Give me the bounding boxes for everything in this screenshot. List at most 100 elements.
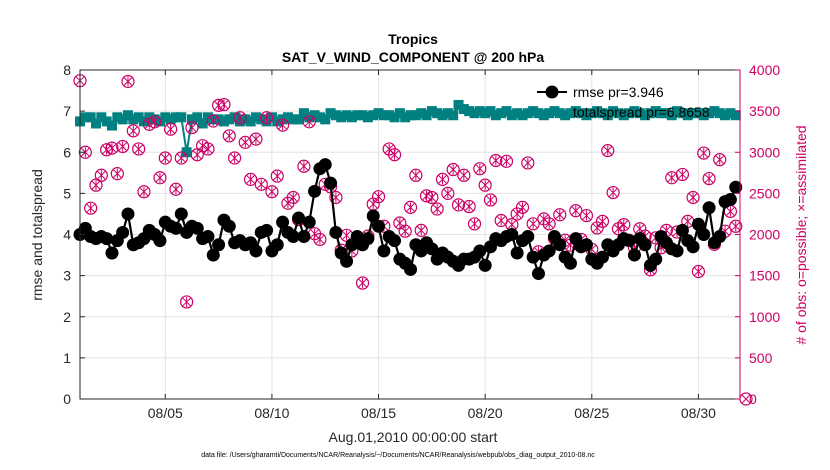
- y-right-tick-label: 500: [749, 350, 773, 366]
- totalspread-point: [656, 108, 667, 119]
- totalspread-point: [533, 108, 544, 119]
- rmse-point: [713, 230, 727, 244]
- obs-possible-marker: [478, 178, 492, 192]
- rmse-point: [174, 207, 188, 221]
- obs-point: [201, 142, 215, 156]
- totalspread-point: [144, 112, 155, 123]
- rmse-point: [638, 238, 652, 252]
- obs-assimilated-marker: [80, 147, 90, 158]
- obs-assimilated-marker: [315, 234, 325, 245]
- x-tick-label: 08/25: [574, 405, 609, 421]
- obs-point: [110, 167, 124, 181]
- rmse-point: [649, 252, 663, 266]
- obs-assimilated-marker: [166, 124, 175, 135]
- obs-possible-marker: [702, 171, 716, 186]
- obs-assimilated-marker: [731, 221, 741, 232]
- obs-assimilated-marker: [182, 296, 191, 307]
- chart-subtitle: SAT_V_WIND_COMPONENT @ 200 hPa: [282, 49, 545, 65]
- obs-assimilated-marker: [507, 219, 517, 230]
- obs-point: [116, 139, 130, 154]
- obs-assimilated-marker: [406, 202, 415, 213]
- y-left-tick-label: 1: [63, 350, 71, 366]
- obs-assimilated-marker: [619, 219, 629, 230]
- x-tick-label: 08/20: [468, 405, 503, 421]
- totalspread-point: [224, 114, 235, 125]
- obs-point: [228, 151, 242, 165]
- totalspread-point: [688, 108, 699, 119]
- totalspread-point: [666, 110, 677, 121]
- obs-possible-marker: [569, 204, 583, 218]
- rmse-point: [404, 262, 418, 276]
- obs-point: [489, 153, 503, 168]
- totalspread-point: [485, 106, 496, 117]
- obs-assimilated-marker: [150, 116, 159, 127]
- obs-assimilated-marker: [123, 76, 133, 87]
- obs-assimilated-marker: [416, 225, 426, 236]
- totalspread-point: [341, 110, 352, 121]
- obs-assimilated-marker: [480, 180, 490, 191]
- rmse-point: [361, 232, 375, 246]
- obs-possible-marker: [78, 145, 92, 159]
- obs-point: [313, 232, 327, 247]
- obs-assimilated-marker: [128, 125, 138, 136]
- obs-assimilated-marker: [235, 112, 245, 123]
- obs-point: [606, 185, 620, 200]
- totalspread-point: [714, 108, 725, 119]
- obs-point: [254, 177, 268, 191]
- obs-point: [478, 178, 492, 192]
- totalspread-point: [245, 116, 256, 127]
- obs-assimilated-marker: [187, 122, 197, 133]
- y-left-tick-label: 4: [63, 227, 71, 243]
- totalspread-point: [197, 118, 208, 129]
- obs-point: [132, 142, 146, 156]
- obs-point: [430, 202, 444, 216]
- obs-point: [409, 168, 423, 182]
- rmse-point: [377, 244, 391, 258]
- obs-assimilated-marker: [486, 194, 495, 205]
- rmse-point: [473, 244, 487, 258]
- totalspread-point: [154, 116, 165, 127]
- rmse-point: [526, 250, 540, 264]
- obs-assimilated-marker: [582, 210, 591, 221]
- obs-point: [185, 120, 199, 135]
- totalspread-point: [229, 112, 240, 123]
- obs-possible-marker: [105, 141, 119, 155]
- obs-point: [542, 217, 556, 231]
- y-left-axis-ticks: 0 1 2 3 4 5 6 7 8: [63, 62, 85, 407]
- obs-possible-marker: [94, 168, 108, 182]
- x-axis-label: Aug.01,2010 00:00:00 start: [329, 429, 498, 445]
- totalspread-point: [410, 110, 421, 121]
- obs-assimilated-marker: [256, 179, 266, 190]
- obs-assimilated-marker: [240, 137, 250, 148]
- obs-assimilated-marker: [304, 116, 314, 127]
- obs-possible-marker: [254, 177, 268, 191]
- rmse-point: [366, 209, 380, 223]
- obs-point: [78, 145, 92, 159]
- obs-point: [174, 151, 188, 165]
- obs-point: [467, 217, 482, 231]
- totalspread-point: [581, 110, 592, 121]
- obs-possible-marker: [483, 193, 498, 207]
- totalspread-point: [96, 112, 107, 123]
- obs-assimilated-marker: [544, 218, 554, 229]
- rmse-point: [116, 225, 130, 239]
- totalspread-point: [416, 108, 427, 119]
- obs-assimilated-marker: [448, 164, 458, 175]
- obs-possible-marker: [313, 232, 327, 247]
- totalspread-point: [165, 114, 176, 125]
- totalspread-point: [496, 108, 507, 119]
- totalspread-point: [464, 106, 475, 117]
- obs-possible-marker: [697, 146, 711, 160]
- obs-assimilated-marker: [390, 149, 399, 160]
- rmse-point: [292, 211, 306, 225]
- obs-possible-marker: [275, 118, 290, 132]
- obs-point: [137, 185, 151, 199]
- obs-possible-marker: [409, 168, 423, 182]
- totalspread-point: [565, 108, 576, 119]
- obs-point: [270, 169, 284, 183]
- obs-possible-marker: [158, 151, 172, 165]
- totalspread-point: [90, 118, 101, 129]
- obs-assimilated-marker: [160, 153, 170, 164]
- totalspread-point: [576, 108, 587, 119]
